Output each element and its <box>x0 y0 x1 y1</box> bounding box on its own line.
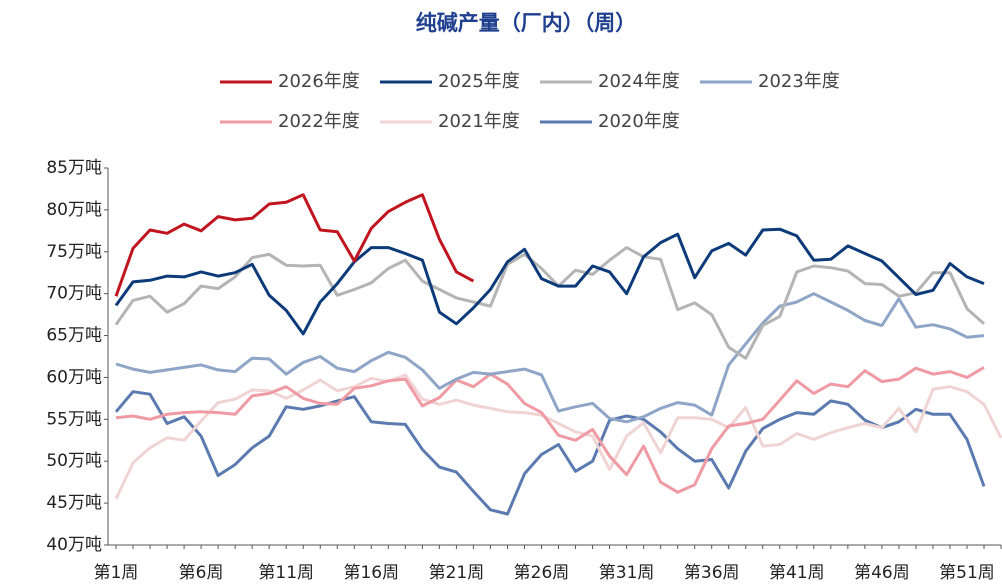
series-line <box>115 366 985 494</box>
x-tick-label: 第16周 <box>343 563 399 583</box>
x-tick-label: 第11周 <box>258 563 314 583</box>
legend-label: 2025年度 <box>438 71 520 92</box>
legend-label: 2024年度 <box>598 71 680 92</box>
legend-label: 2021年度 <box>438 111 520 132</box>
y-tick-label: 60万吨 <box>46 367 102 387</box>
y-tick-label: 75万吨 <box>46 242 102 262</box>
y-tick-label: 80万吨 <box>46 200 102 220</box>
legend-label: 2026年度 <box>278 71 360 92</box>
x-tick-label: 第1周 <box>94 563 139 583</box>
x-tick-label: 第46周 <box>854 563 910 583</box>
x-tick-label: 第21周 <box>429 563 485 583</box>
series-line <box>114 227 985 336</box>
x-tick-label: 第31周 <box>599 563 655 583</box>
series-line <box>114 246 985 360</box>
y-tick-label: 55万吨 <box>46 409 102 429</box>
chart-title: 纯碱产量（厂内）（周） <box>416 11 637 35</box>
y-tick-label: 85万吨 <box>46 158 102 178</box>
legend-label: 2022年度 <box>278 111 360 132</box>
series-line <box>114 193 475 297</box>
y-tick-label: 40万吨 <box>46 535 102 555</box>
series-line <box>114 390 986 516</box>
x-tick-label: 第6周 <box>179 563 224 583</box>
y-tick-label: 70万吨 <box>46 284 102 304</box>
x-tick-label: 第41周 <box>769 563 825 583</box>
legend-label: 2020年度 <box>598 111 680 132</box>
legend-label: 2023年度 <box>758 71 840 92</box>
x-tick-label: 第26周 <box>514 563 570 583</box>
y-tick-label: 45万吨 <box>46 493 102 513</box>
series-line <box>114 373 1002 500</box>
x-tick-label: 第51周 <box>939 563 995 583</box>
series-line <box>115 292 985 424</box>
y-tick-label: 50万吨 <box>46 451 102 471</box>
x-tick-label: 第36周 <box>684 563 740 583</box>
y-tick-label: 65万吨 <box>46 326 102 346</box>
